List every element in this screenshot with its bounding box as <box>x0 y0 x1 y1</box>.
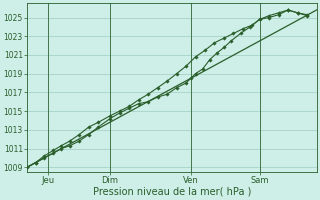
X-axis label: Pression niveau de la mer( hPa ): Pression niveau de la mer( hPa ) <box>92 187 251 197</box>
